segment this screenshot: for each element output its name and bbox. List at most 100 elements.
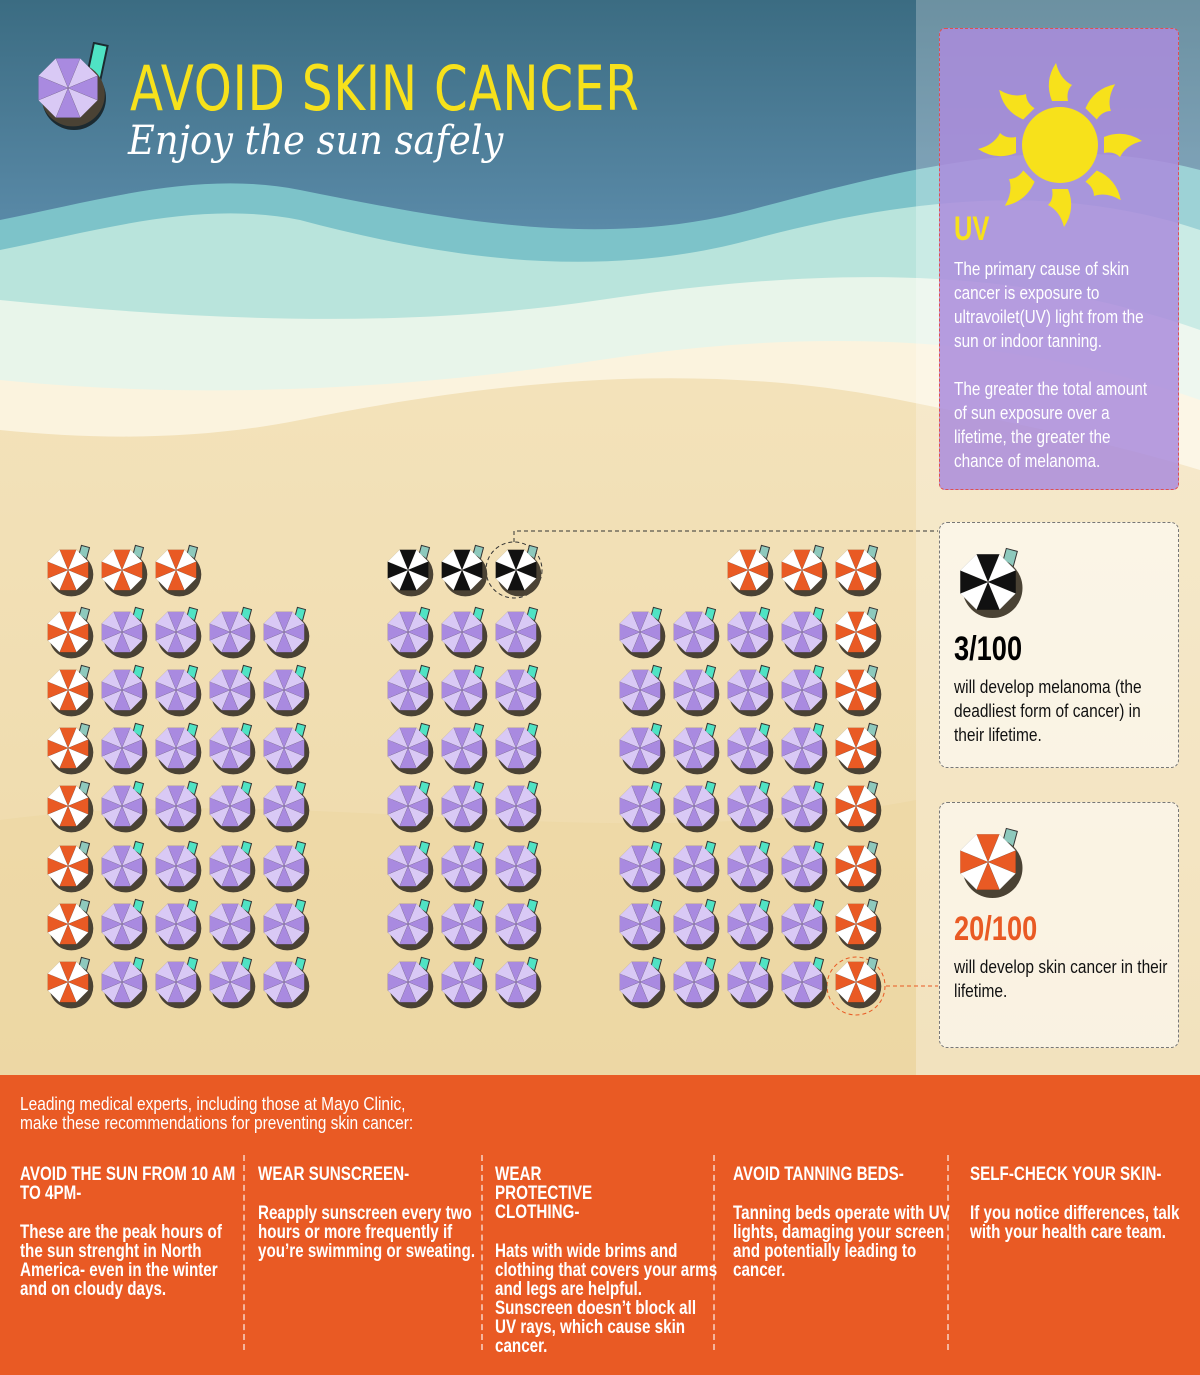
purple-umbrella bbox=[781, 722, 828, 775]
purple-umbrella bbox=[155, 606, 202, 659]
tip-text: Tanning beds operate with UV lights, dam… bbox=[733, 1203, 950, 1281]
orange-umbrella bbox=[727, 544, 774, 597]
recommendations-footer: Leading medical experts, including those… bbox=[0, 1075, 1200, 1375]
purple-umbrella bbox=[209, 956, 256, 1009]
black-umbrella bbox=[441, 544, 488, 597]
black-umbrella bbox=[495, 544, 542, 597]
orange-umbrella bbox=[101, 544, 148, 597]
purple-umbrella bbox=[781, 780, 828, 833]
orange-umbrella bbox=[47, 664, 94, 717]
tip-title: WEAR PROTECTIVE CLOTHING- bbox=[495, 1164, 593, 1223]
purple-umbrella bbox=[619, 956, 666, 1009]
skin-cancer-stat-text: will develop skin cancer in their lifeti… bbox=[954, 957, 1168, 1001]
purple-umbrella bbox=[155, 780, 202, 833]
melanoma-stat: 3/100 bbox=[954, 630, 1023, 668]
black-umbrella bbox=[387, 544, 434, 597]
orange-umbrella bbox=[47, 840, 94, 893]
purple-umbrella bbox=[155, 722, 202, 775]
orange-umbrella bbox=[47, 898, 94, 951]
purple-umbrella bbox=[441, 606, 488, 659]
purple-umbrella bbox=[495, 898, 542, 951]
purple-umbrella bbox=[727, 898, 774, 951]
orange-umbrella bbox=[835, 606, 882, 659]
purple-umbrella bbox=[619, 780, 666, 833]
orange-umbrella bbox=[47, 780, 94, 833]
purple-umbrella bbox=[155, 898, 202, 951]
purple-umbrella bbox=[781, 956, 828, 1009]
tip-self-check: SELF-CHECK YOUR SKIN- If you notice diff… bbox=[970, 1165, 1200, 1242]
orange-umbrella bbox=[155, 544, 202, 597]
orange-umbrella bbox=[835, 898, 882, 951]
purple-umbrella bbox=[441, 956, 488, 1009]
purple-umbrella bbox=[727, 840, 774, 893]
purple-umbrella bbox=[441, 664, 488, 717]
orange-umbrella bbox=[835, 780, 882, 833]
purple-umbrella bbox=[673, 956, 720, 1009]
purple-umbrella bbox=[727, 780, 774, 833]
orange-umbrella bbox=[47, 722, 94, 775]
tip-sunscreen: WEAR SUNSCREEN- Reapply sunscreen every … bbox=[258, 1165, 488, 1261]
purple-umbrella bbox=[387, 780, 434, 833]
orange-umbrella bbox=[47, 606, 94, 659]
purple-umbrella bbox=[101, 664, 148, 717]
purple-umbrella bbox=[673, 722, 720, 775]
purple-umbrella bbox=[495, 722, 542, 775]
uv-description: The primary cause of skin cancer is expo… bbox=[954, 259, 1148, 471]
purple-umbrella bbox=[101, 606, 148, 659]
purple-umbrella bbox=[781, 898, 828, 951]
sun-icon bbox=[978, 63, 1142, 227]
purple-umbrella bbox=[441, 780, 488, 833]
purple-umbrella bbox=[155, 956, 202, 1009]
divider bbox=[947, 1155, 949, 1350]
tip-avoid-sun: AVOID THE SUN FROM 10 AM TO 4PM- These a… bbox=[20, 1165, 250, 1299]
purple-umbrella bbox=[619, 664, 666, 717]
purple-umbrella bbox=[101, 956, 148, 1009]
purple-umbrella bbox=[209, 780, 256, 833]
purple-umbrella bbox=[101, 898, 148, 951]
page-subtitle: Enjoy the sun safely bbox=[128, 118, 504, 164]
black-umbrella-icon bbox=[959, 547, 1023, 618]
purple-umbrella bbox=[495, 956, 542, 1009]
purple-umbrella bbox=[619, 722, 666, 775]
tip-text: If you notice differences, talk with you… bbox=[970, 1203, 1180, 1243]
purple-umbrella bbox=[781, 840, 828, 893]
purple-umbrella bbox=[155, 840, 202, 893]
purple-umbrella bbox=[263, 606, 310, 659]
tip-tanning-beds: AVOID TANNING BEDS- Tanning beds operate… bbox=[733, 1165, 963, 1280]
divider bbox=[481, 1155, 483, 1350]
purple-umbrella bbox=[387, 840, 434, 893]
purple-umbrella bbox=[619, 606, 666, 659]
purple-umbrella bbox=[209, 898, 256, 951]
purple-umbrella bbox=[495, 606, 542, 659]
tip-title: AVOID THE SUN FROM 10 AM TO 4PM- bbox=[20, 1164, 236, 1204]
tip-title: WEAR SUNSCREEN- bbox=[258, 1164, 410, 1185]
purple-umbrella bbox=[263, 780, 310, 833]
footer-intro: Leading medical experts, including those… bbox=[20, 1094, 414, 1133]
orange-umbrella bbox=[47, 544, 94, 597]
purple-umbrella bbox=[209, 606, 256, 659]
purple-umbrella bbox=[441, 898, 488, 951]
orange-umbrella bbox=[835, 722, 882, 775]
purple-umbrella bbox=[101, 722, 148, 775]
orange-umbrella bbox=[781, 544, 828, 597]
purple-umbrella bbox=[727, 956, 774, 1009]
purple-umbrella bbox=[727, 664, 774, 717]
tip-text: Reapply sunscreen every two hours or mor… bbox=[258, 1203, 476, 1262]
purple-umbrella bbox=[155, 664, 202, 717]
purple-umbrella bbox=[673, 840, 720, 893]
orange-umbrella bbox=[835, 956, 882, 1009]
page-title: AVOID SKIN CANCER bbox=[130, 52, 640, 125]
orange-umbrella bbox=[835, 544, 882, 597]
purple-umbrella bbox=[263, 898, 310, 951]
melanoma-stat-text: will develop melanoma (the deadliest for… bbox=[954, 677, 1142, 745]
purple-umbrella bbox=[781, 664, 828, 717]
orange-umbrella bbox=[47, 956, 94, 1009]
purple-umbrella bbox=[101, 840, 148, 893]
purple-umbrella bbox=[209, 840, 256, 893]
umbrella-logo-icon bbox=[37, 42, 109, 130]
purple-umbrella bbox=[495, 780, 542, 833]
orange-umbrella-icon bbox=[959, 827, 1023, 898]
tip-clothing: WEAR PROTECTIVE CLOTHING- Hats with wide… bbox=[495, 1165, 725, 1356]
divider bbox=[713, 1155, 715, 1350]
purple-umbrella bbox=[209, 722, 256, 775]
